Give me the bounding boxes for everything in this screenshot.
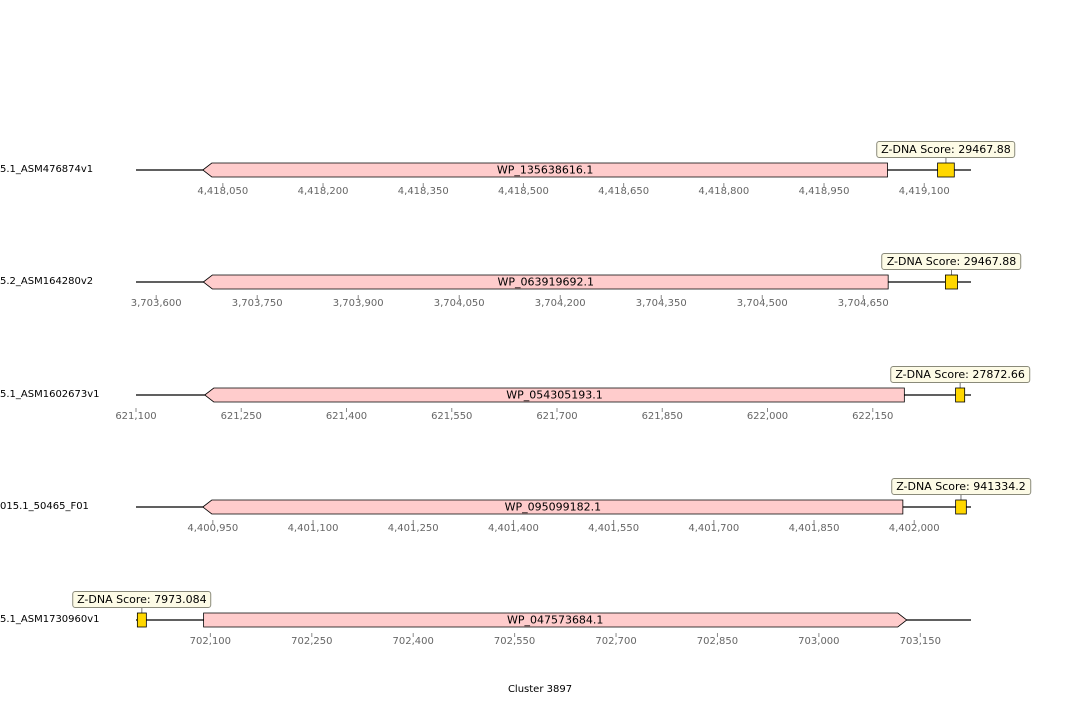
- axis-tick-label: 621,250: [220, 411, 262, 422]
- track-label: 5.1_ASM1730960v1: [0, 614, 100, 625]
- axis-tick-label: 702,400: [392, 636, 434, 647]
- axis-tick-label: 4,418,650: [598, 186, 650, 197]
- axis-tick-label: 622,150: [852, 411, 894, 422]
- axis-tick-label: 3,704,200: [534, 298, 586, 309]
- axis-tick-label: 702,850: [696, 636, 739, 647]
- axis-tick-label: 703,000: [798, 636, 840, 647]
- zdna-marker: [136, 612, 147, 628]
- axis-tick-label: 702,100: [189, 636, 232, 647]
- axis-tick-label: 621,400: [325, 411, 368, 422]
- axis-tick-label: 4,418,350: [397, 186, 449, 197]
- axis-tick-label: 3,704,650: [837, 298, 889, 309]
- axis-tick-label: 3,703,600: [130, 298, 182, 309]
- axis-tick-label: 4,401,400: [487, 523, 539, 534]
- axis-tick-label: 4,400,950: [187, 523, 239, 534]
- axis-tick-label: 4,402,000: [888, 523, 940, 534]
- axis-tick-label: 3,703,900: [332, 298, 384, 309]
- axis-tick-label: 4,401,700: [688, 523, 740, 534]
- track-label: 5.1_ASM476874v1: [0, 164, 94, 175]
- axis-tick-label: 4,419,100: [898, 186, 950, 197]
- axis-tick-label: 702,250: [291, 636, 333, 647]
- gene-name-label: WP_095099182.1: [504, 500, 602, 514]
- track-label: 5.1_ASM1602673v1: [0, 389, 100, 400]
- axis-tick-label: 703,150: [899, 636, 941, 647]
- zdna-marker: [955, 499, 967, 515]
- zdna-marker: [945, 274, 958, 290]
- axis-tick-label: 3,703,750: [231, 298, 283, 309]
- zdna-score-label: Z-DNA Score: 27872.66: [890, 366, 1030, 383]
- gene-arrow: [203, 612, 908, 628]
- axis-tick-label: 3,704,050: [433, 298, 485, 309]
- zdna-score-label: Z-DNA Score: 941334.2: [891, 478, 1031, 495]
- gene-name-label: WP_135638616.1: [496, 163, 594, 177]
- axis-tick-label: 4,418,500: [497, 186, 549, 197]
- axis-tick-label: 621,100: [115, 411, 157, 422]
- cluster-caption: Cluster 3897: [507, 684, 573, 695]
- zdna-score-label: Z-DNA Score: 7973.084: [72, 591, 212, 608]
- axis-tick-label: 621,550: [431, 411, 473, 422]
- axis-tick-label: 621,700: [536, 411, 578, 422]
- track-label: 015.1_50465_F01: [0, 501, 89, 512]
- axis-tick-label: 622,000: [746, 411, 789, 422]
- gene-arrow: [202, 499, 904, 515]
- zdna-marker: [937, 162, 955, 178]
- gene-name-label: WP_047573684.1: [506, 613, 604, 627]
- gene-name-label: WP_063919692.1: [497, 275, 595, 289]
- axis-tick-label: 4,418,800: [698, 186, 750, 197]
- axis-tick-label: 621,850: [641, 411, 683, 422]
- zdna-score-label: Z-DNA Score: 29467.88: [881, 253, 1022, 270]
- axis-tick-label: 4,401,850: [788, 523, 840, 534]
- axis-tick-label: 4,401,550: [588, 523, 640, 534]
- track-label: 5.2_ASM164280v2: [0, 276, 94, 287]
- axis-tick-label: 4,418,200: [297, 186, 349, 197]
- axis-tick-label: 4,401,100: [287, 523, 339, 534]
- axis-tick-label: 3,704,500: [736, 298, 788, 309]
- gene-name-label: WP_054305193.1: [506, 388, 603, 402]
- gene-arrow: [202, 162, 888, 178]
- axis-tick-label: 4,418,950: [798, 186, 850, 197]
- zdna-marker: [955, 387, 966, 403]
- gene-arrow: [202, 274, 889, 290]
- axis-tick-label: 702,550: [493, 636, 536, 647]
- gene-arrow: [204, 387, 905, 403]
- axis-tick-label: 4,418,050: [197, 186, 249, 197]
- axis-tick-label: 4,401,250: [387, 523, 439, 534]
- axis-tick-label: 702,700: [595, 636, 637, 647]
- zdna-score-label: Z-DNA Score: 29467.88: [876, 141, 1016, 158]
- axis-tick-label: 3,704,350: [635, 298, 687, 309]
